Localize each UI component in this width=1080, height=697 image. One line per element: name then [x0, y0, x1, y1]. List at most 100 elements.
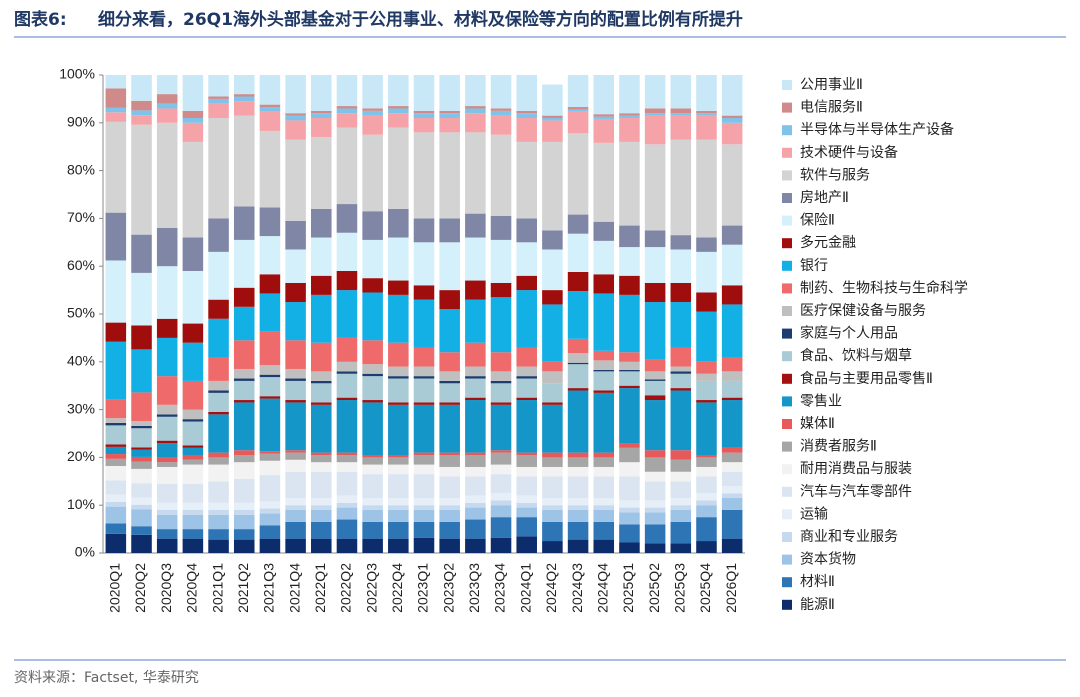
- bar-segment: [311, 471, 332, 499]
- bar-segment: [516, 118, 537, 142]
- bar-segment: [516, 397, 537, 401]
- bar-segment: [182, 342, 204, 381]
- legend-swatch: [782, 193, 792, 203]
- x-tick-label: 2020Q4: [184, 563, 200, 613]
- bar-segment: [490, 239, 512, 283]
- bar-segment: [670, 509, 692, 522]
- y-tick-label: 0%: [75, 544, 95, 560]
- bar-segment: [721, 486, 743, 494]
- bar-segment: [285, 120, 306, 140]
- bar-segment: [542, 498, 563, 506]
- bar-segment: [696, 110, 717, 114]
- bar-segment: [619, 443, 640, 448]
- bar-segment: [388, 538, 409, 553]
- legend-label: 半导体与半导体生产设备: [800, 121, 954, 138]
- bar-segment: [619, 371, 640, 386]
- bar-segment: [670, 498, 692, 506]
- bar-segment: [516, 242, 537, 276]
- bar-segment: [439, 309, 460, 353]
- bar-segment: [619, 75, 640, 114]
- bar-segment: [105, 322, 127, 342]
- bar-segment: [721, 462, 743, 472]
- legend-label: 银行: [800, 258, 828, 274]
- bar-segment: [465, 538, 486, 553]
- bar-segment: [490, 297, 512, 353]
- bar-segment: [696, 505, 717, 518]
- bar-segment: [413, 498, 435, 506]
- bar-segment: [465, 476, 486, 496]
- bar-segment: [285, 139, 306, 221]
- bar-segment: [696, 237, 717, 252]
- legend-label: 医疗保健设备与服务: [800, 302, 926, 319]
- bar-segment: [439, 352, 460, 372]
- legend-label: 汽车与汽车零部件: [800, 483, 912, 500]
- bar-segment: [336, 507, 358, 520]
- bar-segment: [362, 509, 383, 522]
- bar-segment: [516, 347, 537, 367]
- bar-segment: [567, 75, 589, 108]
- bar-segment: [311, 380, 332, 384]
- bar-segment: [413, 378, 435, 403]
- bar-segment: [156, 440, 178, 444]
- x-tick-label: 2025Q1: [620, 563, 636, 613]
- bar-segment: [721, 400, 743, 448]
- y-tick-label: 20%: [67, 448, 95, 464]
- bar-segment: [105, 501, 127, 507]
- bar-segment: [593, 240, 615, 275]
- bar-segment: [362, 402, 383, 456]
- bar-segment: [259, 130, 281, 208]
- bar-segment: [156, 457, 178, 463]
- x-tick-label: 2023Q1: [415, 563, 431, 613]
- bar-segment: [465, 495, 486, 503]
- bar-segment: [542, 115, 563, 119]
- bar-segment: [336, 452, 358, 456]
- bar-segment: [233, 400, 255, 403]
- bar-segment: [131, 504, 152, 510]
- bar-segment: [670, 459, 692, 472]
- bar-segment: [285, 452, 306, 460]
- bar-segment: [439, 402, 460, 405]
- y-tick-label: 100%: [59, 66, 95, 82]
- bar-segment: [285, 380, 306, 401]
- bar-segment: [619, 447, 640, 463]
- bar-segment: [439, 455, 460, 467]
- bar-segment: [644, 75, 666, 109]
- x-tick-label: 2023Q3: [466, 563, 482, 613]
- bar-segment: [388, 402, 409, 405]
- bar-segment: [593, 369, 615, 372]
- bar-segment: [311, 505, 332, 510]
- bar-segment: [388, 280, 409, 295]
- bar-segment: [311, 538, 332, 553]
- bar-segment: [413, 537, 435, 553]
- bar-segment: [105, 112, 127, 122]
- bar-segment: [619, 385, 640, 389]
- bar-segment: [670, 347, 692, 367]
- bar-segment: [567, 521, 589, 540]
- bar-segment: [593, 360, 615, 370]
- bar-segment: [516, 290, 537, 348]
- bar-segment: [182, 421, 204, 446]
- bar-segment: [644, 371, 666, 380]
- bar-segment: [259, 377, 281, 397]
- x-tick-label: 2022Q4: [389, 563, 405, 613]
- bar-segment: [721, 371, 743, 381]
- bar-segment: [156, 103, 178, 109]
- y-tick-label: 60%: [67, 257, 95, 273]
- legend-label: 食品、饮料与烟草: [800, 347, 912, 364]
- bar-segment: [131, 124, 152, 235]
- bar-segment: [362, 505, 383, 510]
- bar-segment: [259, 460, 281, 476]
- bar-segment: [413, 132, 435, 219]
- bar-segment: [208, 357, 229, 381]
- bar-segment: [233, 115, 255, 207]
- x-tick-label: 2025Q4: [697, 563, 713, 613]
- x-tick-label: 2026Q1: [723, 563, 739, 613]
- bar-segment: [542, 120, 563, 142]
- bar-segment: [208, 96, 229, 99]
- bar-segment: [311, 110, 332, 114]
- bar-segment: [490, 282, 512, 298]
- legend-label: 房地产Ⅱ: [800, 190, 849, 206]
- bar-segment: [696, 493, 717, 501]
- bar-segment: [670, 139, 692, 236]
- bar-segment: [567, 452, 589, 458]
